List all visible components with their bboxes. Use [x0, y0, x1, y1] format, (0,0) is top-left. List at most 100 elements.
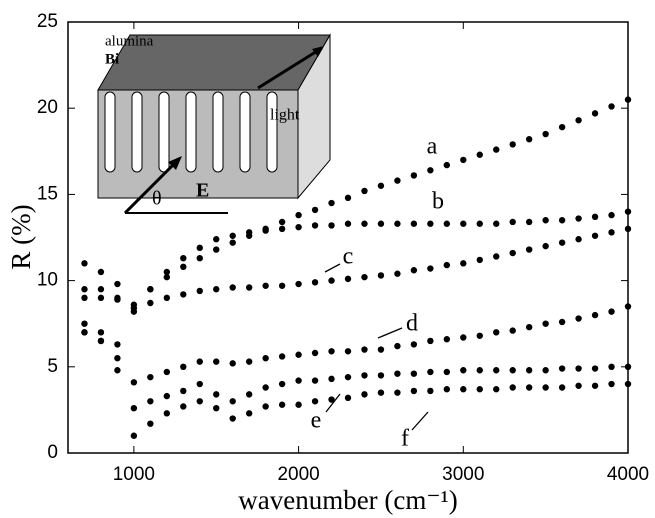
data-point [97, 294, 105, 302]
data-point [525, 246, 533, 253]
data-point [443, 261, 451, 269]
data-point [81, 294, 88, 302]
data-point [328, 348, 335, 355]
data-point [311, 279, 319, 286]
data-point [525, 384, 533, 391]
inset-label: E [196, 180, 209, 202]
data-point [460, 260, 467, 267]
data-point [344, 220, 352, 227]
data-point [97, 268, 105, 276]
data-point [295, 223, 302, 231]
data-point [624, 225, 632, 233]
data-point [262, 227, 269, 234]
data-point [97, 337, 105, 345]
data-point [213, 391, 220, 398]
data-point [278, 401, 286, 408]
data-point [509, 384, 516, 391]
data-point [344, 194, 352, 202]
data-point [410, 267, 418, 274]
data-point [509, 327, 516, 334]
data-point [591, 232, 599, 239]
data-point [558, 217, 566, 224]
data-point [427, 387, 434, 395]
data-point [262, 354, 269, 362]
data-point [476, 386, 483, 393]
inset-label: light [270, 107, 300, 124]
data-point [278, 353, 286, 360]
data-point [278, 282, 286, 289]
data-point [114, 367, 121, 374]
data-point [575, 365, 582, 372]
data-point [410, 172, 418, 179]
data-point [196, 287, 203, 295]
data-point [591, 311, 599, 319]
data-point [213, 358, 220, 365]
data-point [427, 265, 434, 272]
data-point [196, 380, 203, 388]
data-point [114, 341, 121, 348]
data-point [295, 377, 302, 384]
data-point [311, 398, 319, 405]
data-point [130, 304, 138, 312]
data-point [509, 249, 516, 257]
data-point [377, 220, 385, 227]
data-point [262, 282, 269, 289]
data-point [180, 403, 187, 410]
data-point [163, 268, 171, 276]
y-axis-label: R (%) [6, 204, 36, 269]
data-point [427, 220, 434, 227]
data-point [624, 380, 632, 388]
data-point [180, 291, 187, 298]
data-point [394, 270, 401, 277]
data-point [493, 367, 500, 374]
y-tick-label: 20 [37, 97, 58, 118]
data-point [180, 254, 187, 262]
y-tick-label: 5 [47, 356, 58, 377]
data-point [213, 404, 220, 412]
data-point [81, 286, 88, 293]
data-point [147, 398, 154, 405]
curve-label: b [432, 189, 444, 215]
data-point [575, 382, 582, 389]
data-point [542, 367, 549, 374]
data-point [542, 130, 549, 138]
data-point [460, 156, 467, 164]
data-point [163, 392, 171, 400]
x-tick-label: 1000 [113, 464, 155, 485]
data-point [245, 410, 253, 417]
data-point [476, 220, 483, 227]
curve-pointer [411, 411, 429, 431]
data-point [591, 365, 599, 372]
data-point [575, 236, 582, 243]
data-point [460, 386, 467, 393]
data-point [443, 368, 451, 376]
data-point [624, 303, 632, 310]
data-point [377, 272, 385, 279]
curve-label: c [343, 244, 354, 270]
data-point [196, 358, 203, 365]
data-point [361, 273, 368, 281]
data-point [476, 332, 483, 339]
data-point [295, 211, 302, 219]
data-point [229, 284, 236, 291]
data-point [262, 384, 269, 391]
data-point [344, 394, 352, 402]
data-point [163, 273, 171, 281]
y-tick-label: 0 [47, 442, 58, 463]
data-point [245, 391, 253, 398]
data-point [476, 151, 483, 158]
data-point [147, 286, 154, 293]
data-point [558, 365, 566, 372]
data-point [295, 280, 302, 288]
data-point [213, 286, 220, 293]
data-point [278, 380, 286, 388]
data-point [509, 218, 516, 226]
data-point [328, 277, 335, 284]
data-point [130, 379, 138, 386]
data-point [558, 239, 566, 246]
data-point [97, 329, 105, 336]
data-point [180, 363, 187, 370]
data-point [525, 136, 533, 143]
data-point [394, 389, 401, 396]
